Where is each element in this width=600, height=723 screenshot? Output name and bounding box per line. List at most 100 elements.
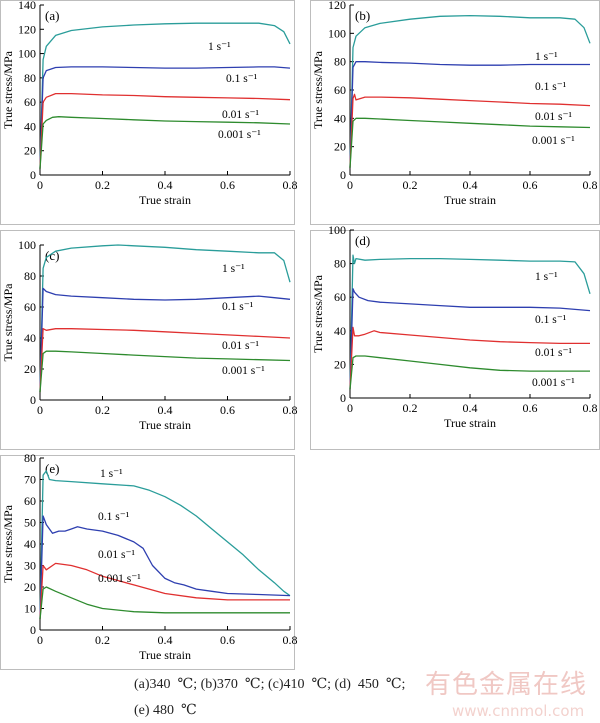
y-tick-label: 80 [24,451,36,465]
x-tick-label: 0.2 [403,401,418,415]
series-label: 0.01 s⁻¹ [222,340,260,352]
y-tick-label: 60 [24,494,36,508]
y-tick-label: 120 [328,0,346,12]
x-tick-label: 0 [347,178,353,192]
series-line [39,328,291,393]
y-tick-label: 40 [24,331,36,345]
y-tick-label: 40 [334,324,346,338]
y-tick-label: 0 [340,168,346,182]
series-line [349,355,590,390]
y-tick-label: 0 [30,168,36,182]
x-tick-label: 0.2 [403,178,418,192]
series-label: 0.01 s⁻¹ [535,111,573,123]
panel-border [0,0,295,225]
x-tick-label: 0.2 [95,178,110,192]
panel-label: (e) [45,461,59,476]
y-tick-label: 80 [24,269,36,283]
y-tick-label: 20 [334,140,346,154]
x-tick-label: 0 [37,178,43,192]
x-tick-label: 0 [37,403,43,417]
x-tick-label: 0 [37,633,43,647]
y-tick-label: 60 [24,300,36,314]
watermark-url: www.cnnmol.com [452,702,585,720]
x-axis-title: True strain [139,193,191,207]
series-label: 0.1 s⁻¹ [535,314,567,326]
series-line [349,61,590,168]
series-line [39,586,290,620]
y-tick-label: 30 [24,559,36,573]
series-line [39,562,290,620]
x-tick-label: 0.8 [583,178,598,192]
y-tick-label: 60 [334,83,346,97]
x-axis-title: True strain [139,418,191,432]
x-axis-title: True strain [139,648,191,662]
x-tick-label: 0.4 [158,633,173,647]
x-tick-label: 0.8 [283,633,298,647]
series-line [349,288,591,390]
x-tick-label: 0.6 [523,178,538,192]
y-axis-title: True stress/MPa [1,504,15,583]
y-tick-label: 100 [18,47,36,61]
y-tick-label: 20 [24,580,36,594]
y-tick-label: 40 [334,111,346,125]
x-tick-label: 0.8 [283,403,298,417]
y-tick-label: 40 [24,119,36,133]
series-label: 0.001 s⁻¹ [98,573,141,585]
series-line [39,244,291,393]
series-line [39,22,291,169]
y-tick-label: 40 [24,537,36,551]
series-label: 0.1 s⁻¹ [222,301,254,313]
x-tick-label: 0.6 [220,178,235,192]
series-label: 0.001 s⁻¹ [222,365,265,377]
y-tick-label: 80 [24,71,36,85]
series-label: 0.1 s⁻¹ [98,511,130,523]
x-tick-label: 0.2 [95,633,110,647]
y-tick-label: 0 [30,393,36,407]
y-tick-label: 20 [24,144,36,158]
x-tick-label: 0 [347,401,353,415]
x-tick-label: 0.6 [220,403,235,417]
series-label: 0.001 s⁻¹ [532,377,575,389]
series-label: 1 s⁻¹ [222,263,245,275]
x-axis-title: True strain [444,193,496,207]
series-label: 0.1 s⁻¹ [226,73,258,85]
series-label: 0.01 s⁻¹ [535,347,573,359]
series-line [39,470,291,620]
y-tick-label: 100 [328,223,346,237]
panel-border [0,230,295,450]
y-tick-label: 100 [18,238,36,252]
series-line [349,14,591,168]
series-label: 1 s⁻¹ [208,41,231,53]
panel-label: (b) [355,8,370,23]
y-tick-label: 20 [334,357,346,371]
x-tick-label: 0.8 [283,178,298,192]
panel-label: (d) [355,233,370,248]
y-tick-label: 100 [328,26,346,40]
y-tick-label: 60 [334,290,346,304]
x-tick-label: 0.4 [158,178,173,192]
y-axis-title: True stress/MPa [311,274,325,353]
y-tick-label: 10 [24,602,36,616]
series-label: 0.01 s⁻¹ [222,109,260,121]
series-label: 0.01 s⁻¹ [98,549,136,561]
x-tick-label: 0.2 [95,403,110,417]
y-tick-label: 140 [18,0,36,12]
y-axis-title: True stress/MPa [311,50,325,129]
series-line [39,66,291,169]
series-label: 0.001 s⁻¹ [218,129,261,141]
series-label: 0.001 s⁻¹ [532,135,575,147]
y-tick-label: 60 [24,95,36,109]
series-line [39,515,291,620]
panel-border [0,455,295,670]
series-line [349,93,591,168]
y-tick-label: 50 [24,516,36,530]
x-axis-title: True strain [444,416,496,430]
figure-caption-line-1: (a)340 ℃; (b)370 ℃; (c)410 ℃; (d) 450 ℃; [134,677,406,692]
y-axis-title: True stress/MPa [1,283,15,362]
series-line [349,326,590,390]
panel-label: (a) [45,8,59,23]
y-tick-label: 80 [334,55,346,69]
y-tick-label: 70 [24,473,36,487]
series-label: 1 s⁻¹ [535,271,558,283]
